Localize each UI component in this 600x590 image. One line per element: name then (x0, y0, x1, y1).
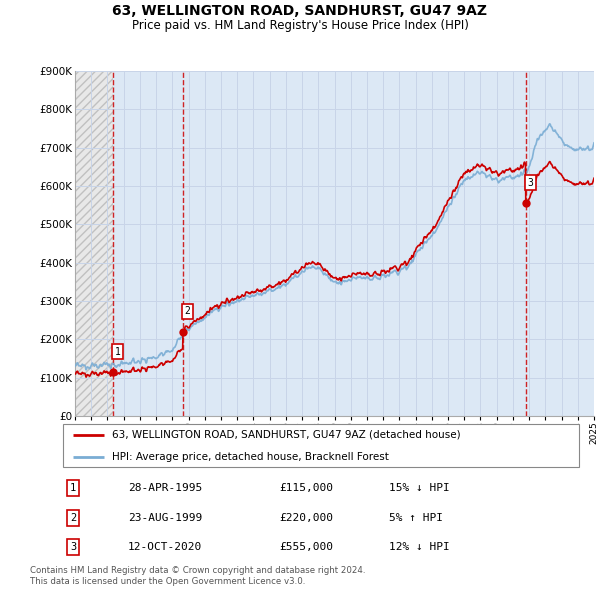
Text: Contains HM Land Registry data © Crown copyright and database right 2024.
This d: Contains HM Land Registry data © Crown c… (30, 566, 365, 586)
Text: 63, WELLINGTON ROAD, SANDHURST, GU47 9AZ (detached house): 63, WELLINGTON ROAD, SANDHURST, GU47 9AZ… (112, 430, 461, 440)
Text: £220,000: £220,000 (279, 513, 333, 523)
Bar (75, 71, 113, 416)
Text: 3: 3 (527, 178, 533, 188)
Text: 2: 2 (185, 306, 190, 316)
Text: 28-APR-1995: 28-APR-1995 (128, 483, 202, 493)
Text: 12-OCT-2020: 12-OCT-2020 (128, 542, 202, 552)
Text: £115,000: £115,000 (279, 483, 333, 493)
Text: 3: 3 (70, 542, 76, 552)
Text: 12% ↓ HPI: 12% ↓ HPI (389, 542, 449, 552)
Text: 1: 1 (115, 346, 121, 356)
Bar (75, 71, 113, 416)
Text: 2: 2 (70, 513, 76, 523)
Text: 23-AUG-1999: 23-AUG-1999 (128, 513, 202, 523)
Bar (113, 71, 594, 416)
FancyBboxPatch shape (62, 424, 580, 467)
Text: £555,000: £555,000 (279, 542, 333, 552)
Text: 63, WELLINGTON ROAD, SANDHURST, GU47 9AZ: 63, WELLINGTON ROAD, SANDHURST, GU47 9AZ (113, 4, 487, 18)
Text: 15% ↓ HPI: 15% ↓ HPI (389, 483, 449, 493)
Text: 1: 1 (70, 483, 76, 493)
Text: Price paid vs. HM Land Registry's House Price Index (HPI): Price paid vs. HM Land Registry's House … (131, 19, 469, 32)
Text: HPI: Average price, detached house, Bracknell Forest: HPI: Average price, detached house, Brac… (112, 453, 389, 462)
Text: 5% ↑ HPI: 5% ↑ HPI (389, 513, 443, 523)
